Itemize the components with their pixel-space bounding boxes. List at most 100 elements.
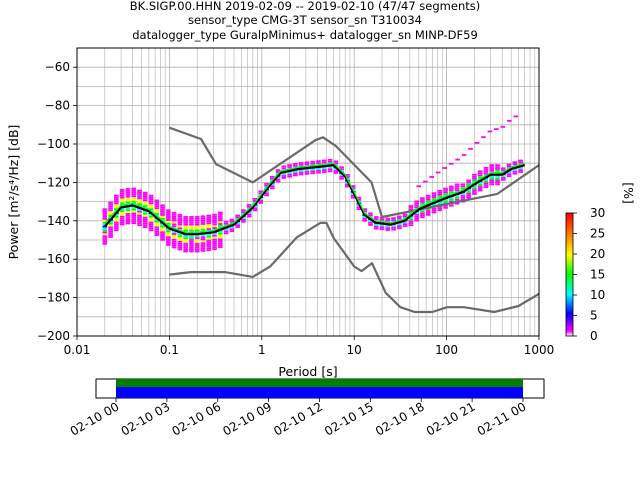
psd-cell [212,234,217,237]
mode-line [103,164,526,236]
psd-cell [518,161,523,164]
psd-cell [281,175,287,177]
psd-cell [293,172,298,175]
psd-cell [368,220,373,222]
psd-cell [189,239,194,241]
psd-cell [177,223,183,226]
psd-cell [391,228,396,231]
psd-cell [177,214,183,216]
psd-cell [454,198,460,201]
psd-cell [212,225,217,228]
psd-cell [339,175,344,178]
psd-cell [218,234,223,237]
psd-cell [166,217,171,219]
psd-cell [252,199,258,202]
psd-cell [258,190,264,193]
psd-cell [125,189,131,192]
psd-cell [477,181,483,184]
psd-cell [379,224,385,227]
psd-cell [235,224,240,227]
psd-cell [154,220,160,223]
psd-cell [102,239,108,241]
psd-cell [160,225,165,228]
psd-cell [125,216,131,219]
psd-cell [368,223,373,226]
x-tick-label: 100 [435,343,458,357]
psd-cell [327,170,333,173]
psd-cell [223,230,229,233]
psd-cell [310,172,316,175]
psd-cell [154,205,160,208]
psd-cell [333,160,339,163]
x-axis-label: Period [s] [278,364,337,379]
psd-cell [414,219,419,222]
psd-cell [131,189,136,192]
psd-cell [160,233,165,236]
psd-cell [339,166,344,169]
psd-cell [408,207,414,209]
psd-cell [194,248,200,251]
psd-cell [218,223,223,225]
psd-cell [160,231,165,234]
psd-cell [437,191,443,194]
psd-cell [177,242,183,245]
psd-cell [183,246,188,249]
psd-cell [437,193,443,196]
psd-cell [368,212,373,215]
psd-cell [362,217,367,220]
psd-cell [119,223,125,226]
psd-cell [102,233,108,236]
psd-cell [177,217,183,220]
psd-cell [166,238,171,240]
psd-cell [148,223,154,226]
psd-cell [148,204,154,207]
psd-cell [218,240,223,243]
psd-cell [183,225,188,228]
psd-cell [166,222,171,225]
plot-frame [76,47,540,337]
psd-cell [166,236,171,239]
psd-cell [304,163,310,166]
psd-cell [114,194,119,197]
psd-cell [500,178,506,181]
psd-outlier-cell [435,171,441,174]
psd-cell [171,233,177,235]
psd-cell [212,236,217,239]
psd-cell [125,209,131,211]
psd-cell [235,226,240,228]
psd-cell [385,225,391,228]
psd-cell [160,235,165,237]
psd-cell [119,212,125,214]
psd-cell [148,229,154,232]
psd-cell [171,238,177,241]
psd-cell [189,216,194,218]
psd-cell [131,208,136,211]
psd-outlier-cell [474,141,480,144]
psd-cell [154,224,160,227]
psd-cell [125,220,131,223]
psd-cell [506,173,512,176]
psd-cell [408,205,414,207]
psd-cell [327,166,333,169]
psd-cell [171,246,177,249]
psd-cell [414,215,419,218]
psd-cell [206,220,212,223]
psd-cell [114,229,119,232]
psd-cell [246,215,252,218]
psd-cell [108,224,113,227]
psd-cell [154,232,160,235]
psd-cell [206,245,212,248]
psd-cell [194,242,200,245]
psd-cell [154,201,160,204]
psd-cell [137,189,142,192]
psd-cell [298,162,304,164]
psd-cell [477,185,483,188]
title-line-2: sensor_type CMG-3T sensor_sn T310034 [188,13,422,27]
colorbar-tick-label: 5 [590,309,598,323]
psd-cell [194,235,200,238]
psd-cell [142,216,148,219]
psd-cell [108,216,113,219]
psd-cell [142,220,148,223]
psd-cell [160,237,165,239]
